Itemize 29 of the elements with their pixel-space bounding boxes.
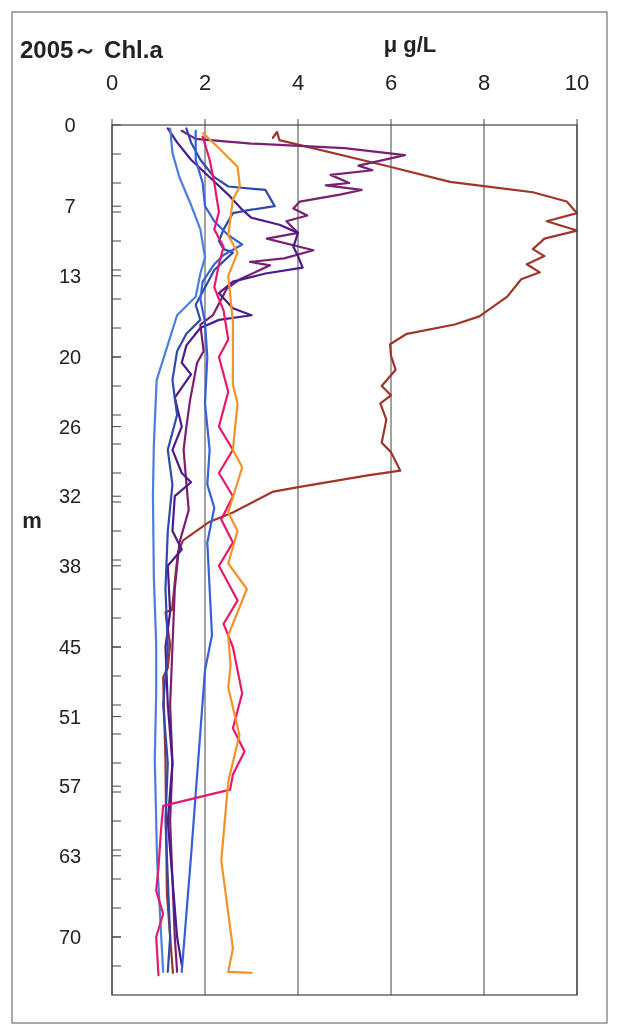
y-tick-label: 0	[64, 114, 76, 136]
y-tick-label: 70	[58, 926, 82, 948]
x-tick-label: 0	[105, 70, 119, 95]
x-axis-title: μ g/L	[383, 32, 437, 57]
x-tick-label: 2	[198, 70, 212, 95]
line-series	[180, 129, 244, 973]
y-tick-label: 32	[58, 485, 82, 508]
line-series	[162, 127, 276, 973]
line-series	[155, 135, 246, 977]
y-tick-label: 38	[58, 554, 82, 577]
line-series	[162, 130, 579, 975]
x-tick-label: 6	[384, 70, 398, 95]
y-tick-label: 20	[58, 346, 82, 368]
y-tick-label: 26	[58, 415, 82, 438]
x-tick-label: 10	[564, 70, 590, 95]
y-tick-label: 7	[64, 195, 76, 218]
y-tick-label: 63	[58, 844, 82, 867]
line-series	[202, 132, 253, 975]
y-tick-label: 13	[58, 264, 82, 287]
x-tick-label: 8	[477, 70, 491, 95]
line-series	[169, 129, 407, 973]
line-series	[151, 127, 207, 973]
y-tick-label: 45	[58, 636, 82, 658]
y-tick-label: 51	[58, 705, 82, 728]
y-axis-title: m	[22, 508, 42, 533]
chart-title: 2005～ Chl.a	[20, 36, 164, 63]
line-series	[164, 127, 304, 966]
y-tick-label: 57	[58, 775, 82, 798]
x-tick-label: 4	[291, 70, 305, 95]
